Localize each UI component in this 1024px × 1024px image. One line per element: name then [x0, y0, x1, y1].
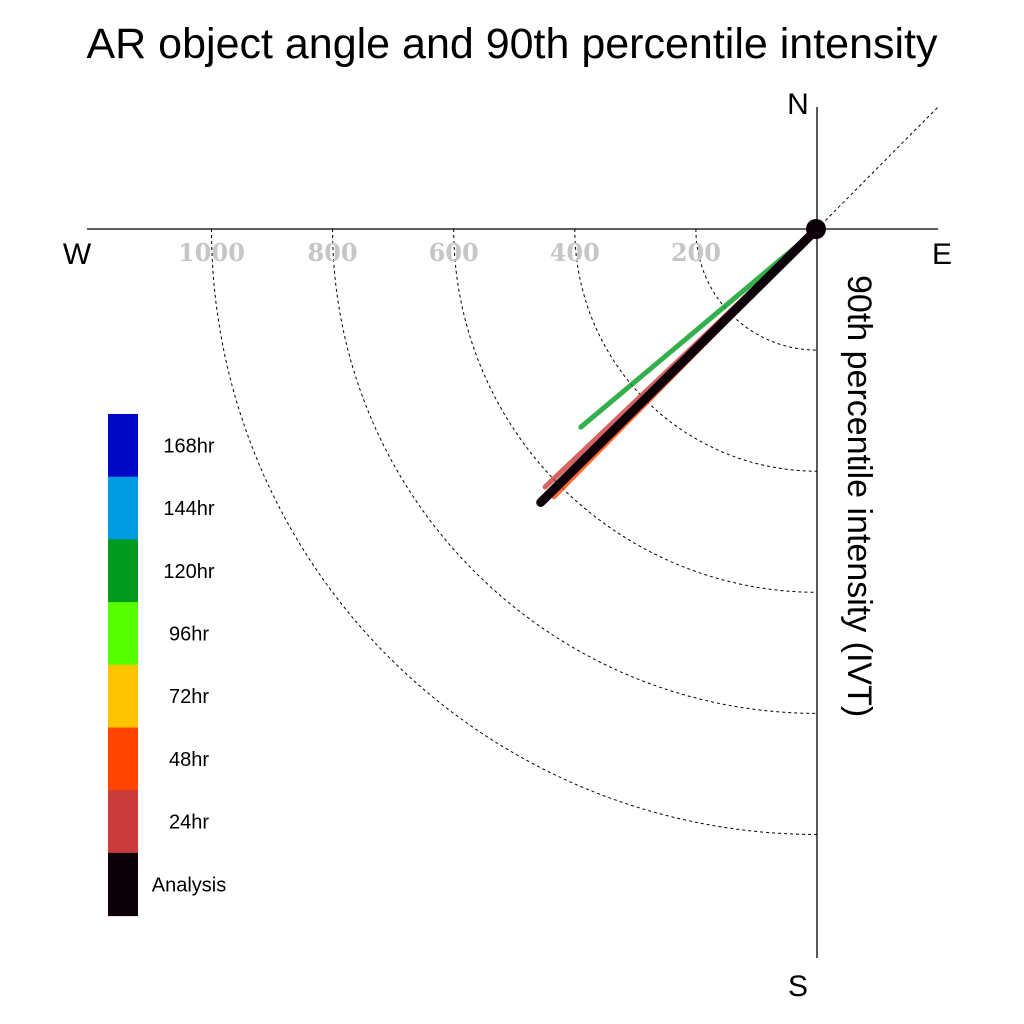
origin-marker	[806, 219, 826, 239]
radial-grid	[211, 228, 818, 835]
legend-swatch-120hr	[108, 539, 138, 603]
legend: 168hr 144hr 120hr 96hr 72hr 48hr 24hr Analysis	[108, 414, 226, 917]
ne-diagonal-line	[816, 106, 939, 230]
legend-label-120hr: 120hr	[163, 561, 214, 583]
legend-label-analysis: Analysis	[152, 874, 226, 896]
legend-label-24hr: 24hr	[169, 812, 209, 834]
legend-swatch-96hr	[108, 602, 138, 666]
legend-label-168hr: 168hr	[163, 435, 214, 457]
legend-swatch-144hr	[108, 476, 138, 540]
legend-label-96hr: 96hr	[169, 624, 209, 646]
grid-arc-800	[332, 228, 818, 714]
legend-label-48hr: 48hr	[169, 749, 209, 771]
legend-swatch-analysis	[108, 852, 138, 917]
grid-arc-600	[453, 228, 818, 593]
grid-arc-400	[574, 228, 818, 472]
compass-west: W	[63, 238, 92, 271]
tick-label-1000: 1000	[178, 238, 245, 267]
compass-south: S	[788, 970, 808, 1003]
legend-swatch-48hr	[108, 727, 138, 791]
legend-label-144hr: 144hr	[163, 498, 214, 520]
chart-title: AR object angle and 90th percentile inte…	[87, 20, 938, 68]
tick-label-400: 400	[550, 238, 600, 267]
grid-arc-200	[695, 228, 818, 351]
compass-east: E	[932, 238, 952, 271]
legend-label-72hr: 72hr	[169, 686, 209, 708]
compass-north: N	[787, 88, 809, 121]
y-axis-label: 90th percentile intensity (IVT)	[840, 275, 878, 717]
tick-label-800: 800	[308, 238, 358, 267]
tick-label-600: 600	[429, 238, 479, 267]
grid-arc-1000	[211, 228, 818, 835]
radial-tick-labels: 1000 800 600 400 200	[178, 238, 721, 267]
compass-axes	[87, 106, 939, 958]
legend-swatch-72hr	[108, 664, 138, 728]
legend-swatch-168hr	[108, 414, 138, 478]
legend-swatch-24hr	[108, 790, 138, 854]
tick-label-200: 200	[671, 238, 721, 267]
series-lines	[536, 224, 822, 507]
series-line-analysis	[536, 224, 822, 507]
